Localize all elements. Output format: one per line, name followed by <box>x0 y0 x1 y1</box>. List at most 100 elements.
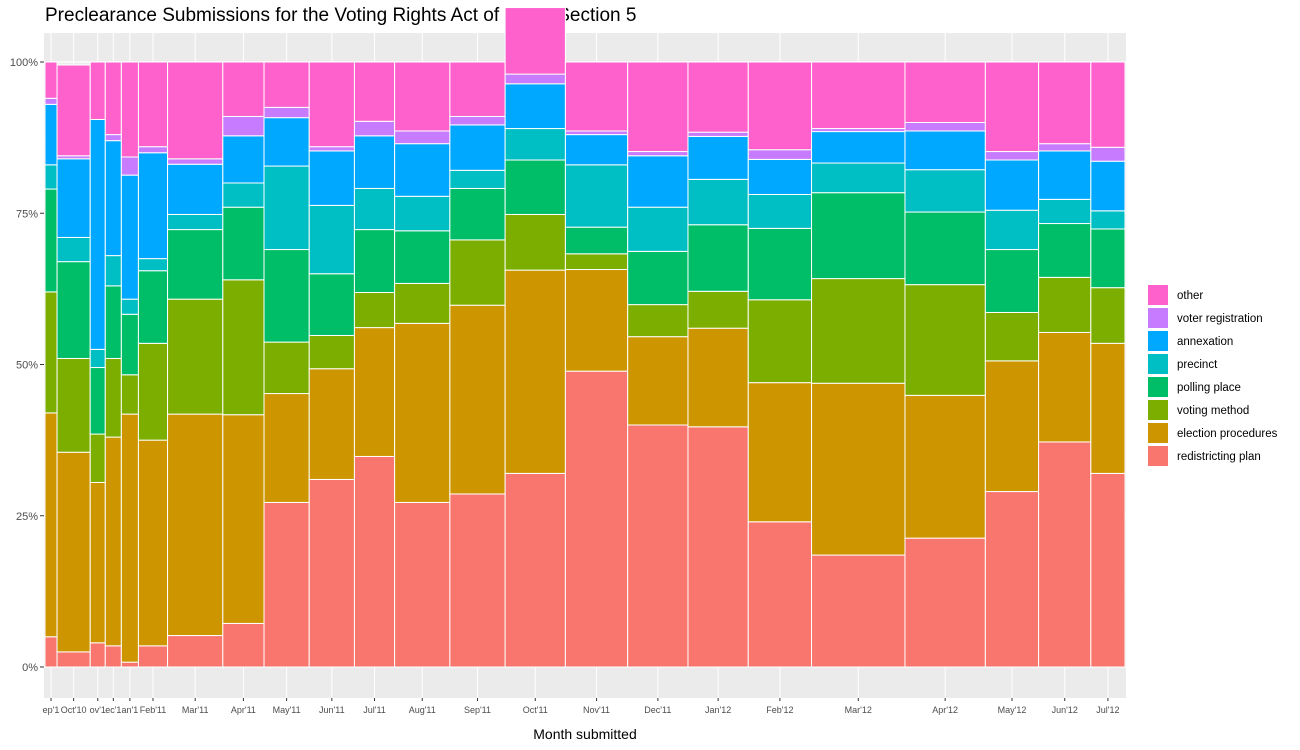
x-tick-label: ov'1 <box>90 705 106 715</box>
bar-segment-precinct <box>564 164 629 228</box>
x-axis: ep'1 Oct'10 ov'1 ec'1 an'1 Feb'11 Mar'11 Apr'11… <box>43 698 1120 715</box>
bar-segment-voter-registration <box>167 158 224 165</box>
bar-segment-annexation <box>747 158 813 195</box>
bar-segment-other <box>904 61 986 123</box>
bar-segment-voting-method <box>56 357 91 453</box>
bar-segment-voter-registration <box>687 131 749 137</box>
bar-segment-other <box>449 61 506 117</box>
bar-segment-election-procedures <box>137 439 169 647</box>
bar-segment-voting-method <box>1090 287 1126 344</box>
bar-segment-precinct <box>1038 198 1092 225</box>
x-tick-label: Dec'11 <box>644 705 671 715</box>
bar-segment-voting-method <box>263 341 310 395</box>
y-axis: 0% 25% 50% 75% 100% <box>10 57 44 674</box>
bar-segment-redistricting-plan <box>687 426 749 668</box>
bar-segment-redistricting-plan <box>1038 441 1092 668</box>
bar-segment-redistricting-plan <box>627 424 689 668</box>
bar-segment-polling-place <box>394 230 451 284</box>
bar-segment-voting-method <box>120 374 139 415</box>
bar-segment-precinct <box>904 169 986 213</box>
x-tick-label: Mar'11 <box>182 705 209 715</box>
bar-segment-voting-method <box>1038 276 1092 333</box>
bar-segment-redistricting-plan <box>904 537 986 668</box>
bar-segment-polling-place <box>222 206 265 281</box>
bar-segment-election-procedures <box>44 412 58 638</box>
bar-segment-annexation <box>308 150 355 206</box>
bar-segment-voter-registration <box>222 115 265 137</box>
bar-segment-voter-registration <box>137 146 169 154</box>
legend-label: redistricting plan <box>1177 451 1261 463</box>
bar-segment-voter-registration <box>394 130 451 145</box>
bar-segment-annexation <box>394 143 451 197</box>
legend-key <box>1148 400 1168 420</box>
bar-segment-redistricting-plan <box>56 651 91 668</box>
bar-segment-polling-place <box>308 273 355 336</box>
legend-label: voting method <box>1177 405 1249 417</box>
bar-segment-annexation <box>1038 150 1092 200</box>
x-tick-label: Apr'11 <box>231 705 256 715</box>
bar-segment-voter-registration <box>1090 146 1126 162</box>
x-tick-label: Feb'12 <box>766 705 793 715</box>
bar-segment-polling-place <box>89 367 106 435</box>
bar-segment-other <box>1038 61 1092 145</box>
bar-segment-annexation <box>504 83 566 130</box>
bar-segment-voter-registration <box>627 151 689 157</box>
bar-segment-redistricting-plan <box>263 501 310 668</box>
bar-segment-election-procedures <box>104 436 122 647</box>
legend-key <box>1148 308 1168 328</box>
x-tick-label: Apr'12 <box>932 705 958 715</box>
x-axis-title: Month submitted <box>533 726 637 742</box>
bar-segment-voter-registration <box>353 120 396 137</box>
bar-segment-voter-registration <box>120 156 139 176</box>
x-tick-label: Jul'11 <box>363 705 386 715</box>
y-tick-label: 100% <box>10 57 38 69</box>
bar-segment-voting-method <box>904 284 986 396</box>
bar-segment-other <box>56 64 91 157</box>
legend-label: other <box>1177 290 1203 302</box>
x-tick-label: Nov'11 <box>583 705 610 715</box>
x-tick-label: Oct'10 <box>61 705 87 715</box>
bar-segment-other <box>984 61 1040 153</box>
bar-segment-voter-registration <box>564 130 629 136</box>
bar-segment-other <box>747 61 813 151</box>
bar-segment-other <box>120 61 139 158</box>
bar-segment-other <box>394 61 451 132</box>
bar-segment-election-procedures <box>984 360 1040 493</box>
bar-segment-precinct <box>104 255 122 287</box>
bar-segment-precinct <box>1090 210 1126 230</box>
bar-segment-other <box>564 61 629 132</box>
bar-segment-precinct <box>747 193 813 229</box>
bar-segment-precinct <box>137 258 169 272</box>
legend-label: precinct <box>1177 359 1218 371</box>
legend-key <box>1148 354 1168 374</box>
bar-segment-annexation <box>120 174 139 300</box>
bar-segment-other <box>167 61 224 160</box>
bar-segment-election-procedures <box>904 394 986 539</box>
bar-segment-redistricting-plan <box>222 622 265 668</box>
bar-segment-other <box>353 61 396 122</box>
bar-segment-precinct <box>627 206 689 252</box>
x-tick-label: Mar'12 <box>845 705 872 715</box>
bar-segment-voter-registration <box>747 149 813 160</box>
bar-segment-election-procedures <box>449 304 506 495</box>
bar-segment-redistricting-plan <box>504 472 566 668</box>
bar-segment-polling-place <box>449 187 506 241</box>
bar-segment-voting-method <box>104 357 122 438</box>
bar-segment-polling-place <box>504 159 566 215</box>
bar-segment-polling-place <box>137 270 169 344</box>
bar-segment-election-procedures <box>627 336 689 426</box>
bar-segment-precinct <box>449 169 506 189</box>
bar-segment-redistricting-plan <box>167 635 224 668</box>
bar-segment-precinct <box>687 178 749 226</box>
bar-segment-voting-method <box>564 253 629 271</box>
bar-segment-polling-place <box>1090 228 1126 289</box>
bar-segment-other <box>89 61 106 120</box>
bar-segment-redistricting-plan <box>811 554 906 668</box>
bar-segment-redistricting-plan <box>1090 472 1126 668</box>
bar-segment-voter-registration <box>308 146 355 152</box>
x-tick-label: Jan'12 <box>705 705 731 715</box>
legend-label: annexation <box>1177 336 1233 348</box>
bars <box>44 7 1126 668</box>
bar-segment-election-procedures <box>167 413 224 637</box>
